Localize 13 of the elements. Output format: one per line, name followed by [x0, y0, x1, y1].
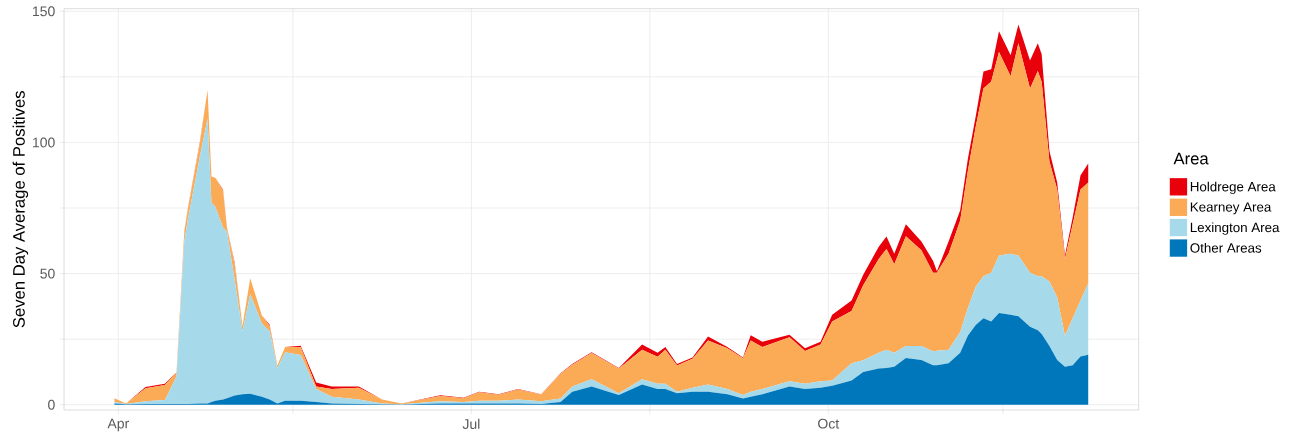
y-axis-title: Seven Day Average of Positives [12, 91, 29, 328]
y-tick-label: 50 [40, 268, 55, 279]
legend-label: Other Areas [1190, 242, 1262, 253]
legend-label: Lexington Area [1190, 222, 1280, 235]
legend-label: Kearney Area [1190, 202, 1272, 215]
x-tick-label: Apr [107, 418, 129, 432]
y-tick-label: 0 [48, 399, 55, 410]
legend-title: Area [1173, 152, 1209, 165]
x-tick-label: Oct [818, 418, 840, 429]
legend-label: Holdrege Area [1190, 181, 1276, 195]
y-tick-label: 100 [33, 137, 55, 148]
y-tick-label: 150 [33, 6, 55, 17]
x-tick-label: Jul [462, 418, 480, 429]
